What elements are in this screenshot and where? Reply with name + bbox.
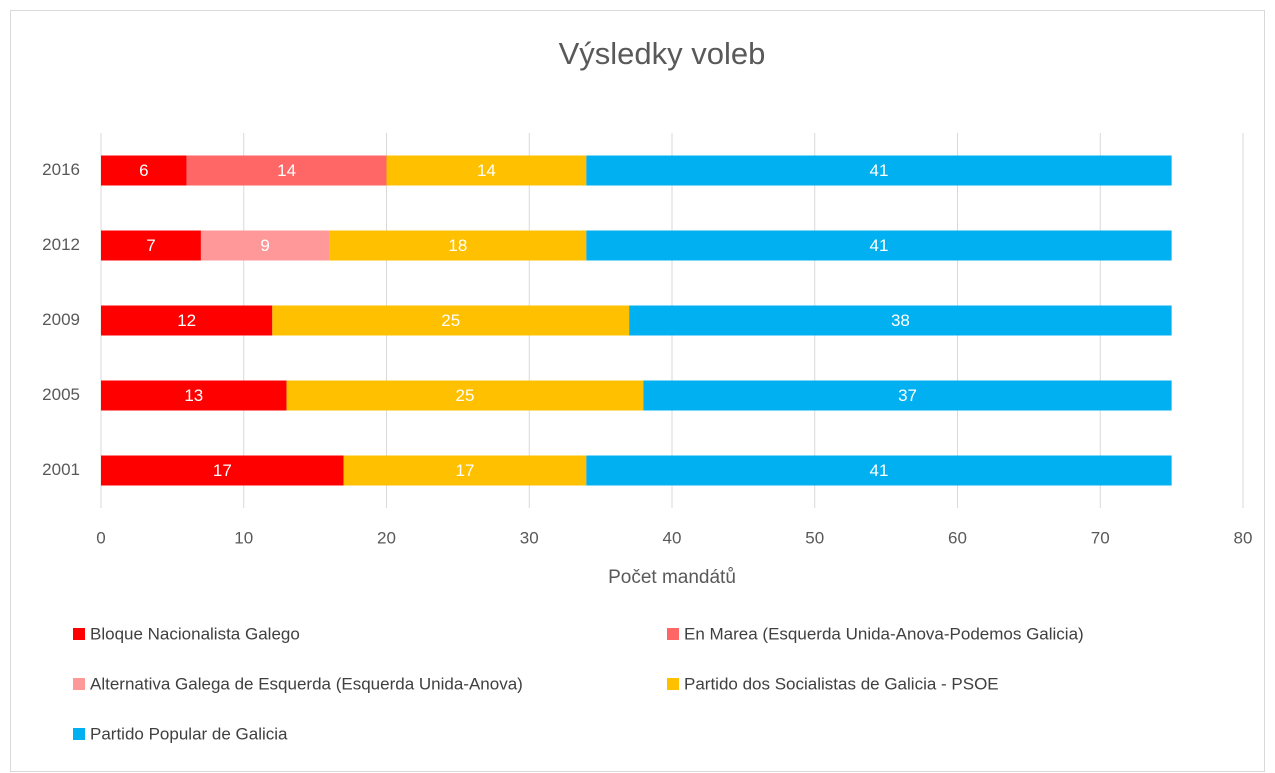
data-label: 18	[448, 236, 467, 255]
bar-segment	[386, 155, 587, 186]
data-label: 25	[456, 386, 475, 405]
bar-segment	[586, 230, 1172, 261]
legend-swatch	[667, 628, 679, 640]
legend-swatch	[73, 678, 85, 690]
data-label: 17	[456, 461, 475, 480]
data-label: 12	[177, 311, 196, 330]
bar-segment	[101, 230, 201, 261]
data-label: 17	[213, 461, 232, 480]
bar-segment	[186, 155, 387, 186]
bar-segment	[343, 455, 587, 486]
bar-segment	[101, 155, 187, 186]
y-tick-label: 2012	[42, 235, 80, 254]
bar-segment	[200, 230, 330, 261]
x-tick-label: 50	[805, 528, 824, 547]
bar-segment	[101, 380, 287, 411]
legend-swatch	[73, 728, 85, 740]
legend-label: Alternativa Galega de Esquerda (Esquerda…	[90, 674, 523, 693]
data-label: 25	[441, 311, 460, 330]
bar-segment	[586, 155, 1172, 186]
x-tick-label: 30	[520, 528, 539, 547]
x-tick-label: 20	[377, 528, 396, 547]
data-label: 9	[260, 236, 269, 255]
x-tick-label: 40	[663, 528, 682, 547]
data-label: 38	[891, 311, 910, 330]
legend-label: Partido Popular de Galicia	[90, 724, 288, 743]
data-label: 6	[139, 161, 148, 180]
data-label: 41	[870, 461, 889, 480]
legend-swatch	[667, 678, 679, 690]
bar-segment	[101, 455, 344, 486]
x-axis-title: Počet mandátů	[608, 567, 736, 588]
data-label: 7	[146, 236, 155, 255]
data-label: 14	[277, 161, 296, 180]
data-label: 37	[898, 386, 917, 405]
legend-label: Bloque Nacionalista Galego	[90, 624, 300, 643]
y-tick-label: 2005	[42, 385, 80, 404]
bar-segment	[101, 305, 273, 336]
data-label: 41	[870, 236, 889, 255]
x-tick-label: 0	[96, 528, 105, 547]
x-tick-label: 70	[1091, 528, 1110, 547]
bar-segment	[272, 305, 630, 336]
bar-segment	[329, 230, 587, 261]
data-label: 14	[477, 161, 496, 180]
bar-segment	[629, 305, 1172, 336]
data-label: 41	[870, 161, 889, 180]
data-label: 13	[184, 386, 203, 405]
x-tick-label: 10	[234, 528, 253, 547]
x-tick-label: 80	[1234, 528, 1253, 547]
bar-segment	[586, 455, 1172, 486]
bar-segment	[643, 380, 1172, 411]
y-tick-label: 2016	[42, 160, 80, 179]
x-tick-label: 60	[948, 528, 967, 547]
chart-title: Výsledky voleb	[559, 36, 766, 71]
y-tick-label: 2009	[42, 310, 80, 329]
bar-segment	[286, 380, 644, 411]
y-tick-label: 2001	[42, 460, 80, 479]
legend-swatch	[73, 628, 85, 640]
legend-label: Partido dos Socialistas de Galicia - PSO…	[684, 674, 999, 693]
legend-label: En Marea (Esquerda Unida-Anova-Podemos G…	[684, 624, 1084, 643]
